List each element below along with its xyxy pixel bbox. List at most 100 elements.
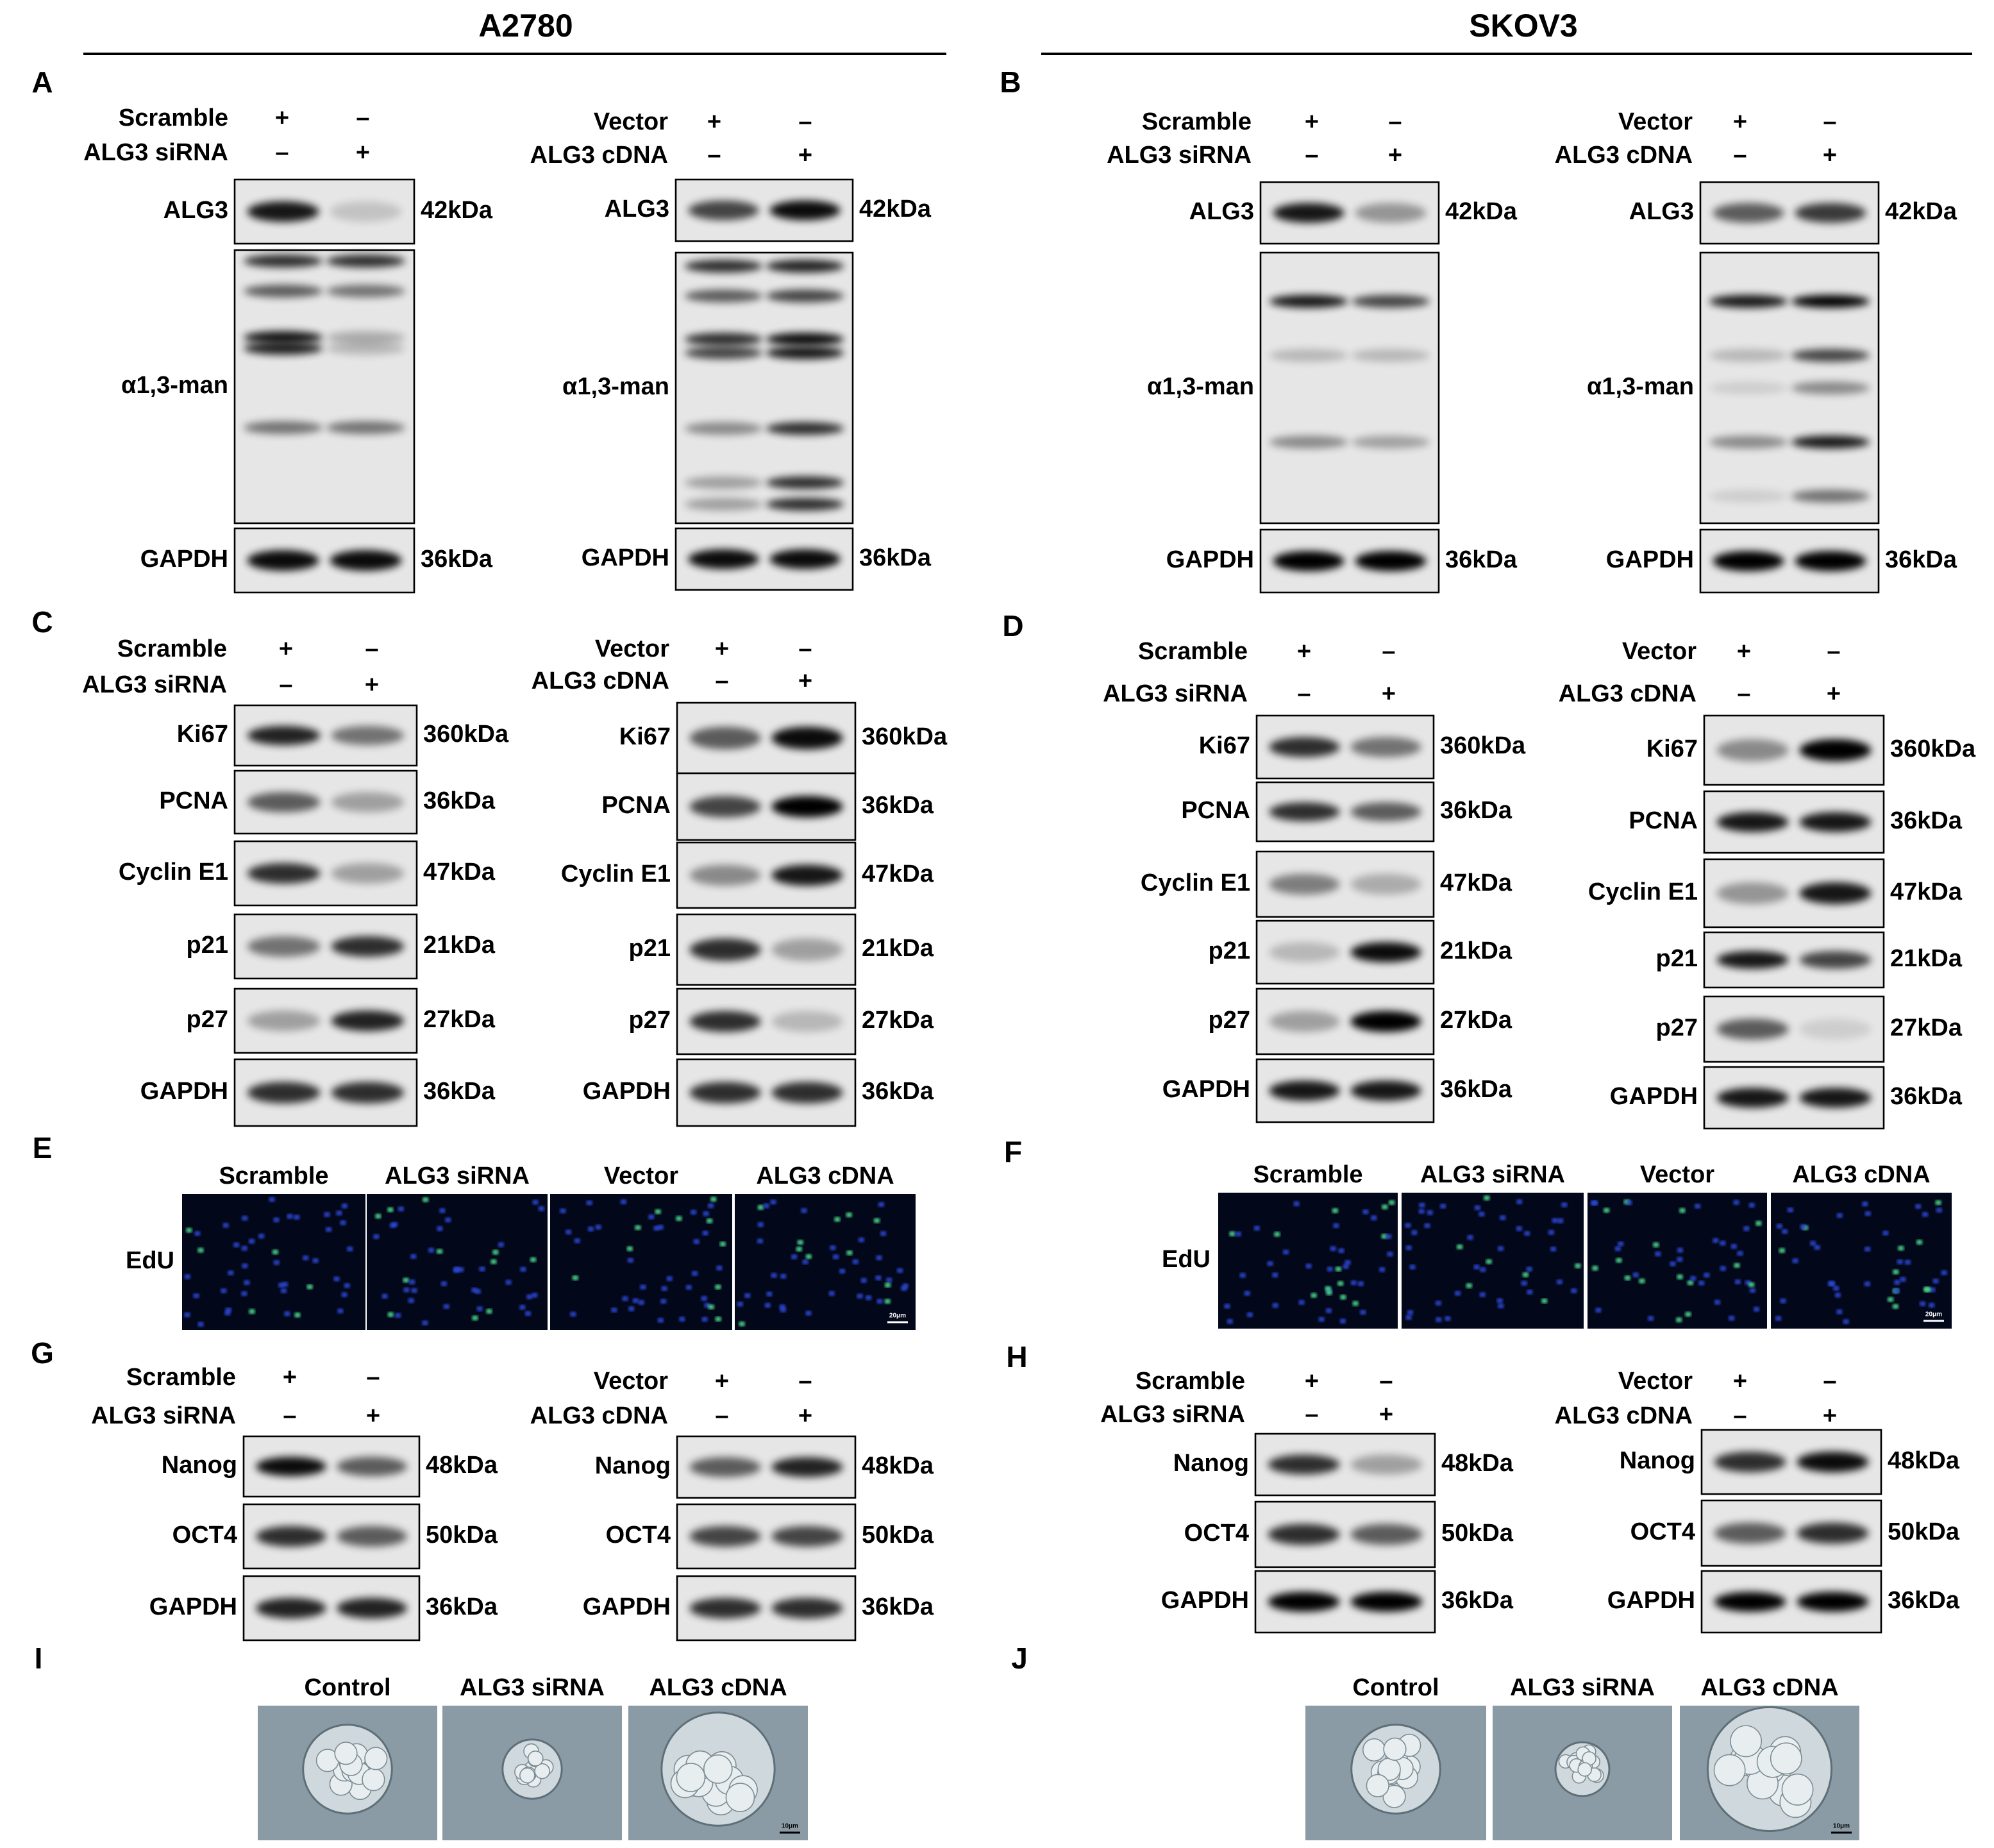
protein-label: OCT4: [172, 1522, 237, 1549]
cell-nucleus: [715, 1316, 722, 1322]
cell-nucleus: [1357, 1281, 1364, 1286]
band: [1799, 739, 1872, 762]
size-label: 42kDa: [1445, 198, 1518, 225]
size-label: 27kDa: [423, 1006, 496, 1033]
cell-nucleus: [273, 1217, 280, 1223]
band: [1350, 737, 1421, 757]
cell-nucleus: [1677, 1247, 1684, 1253]
cell-nucleus: [1244, 1291, 1251, 1297]
protein-label: PCNA: [1181, 797, 1250, 824]
band: [1714, 1522, 1786, 1544]
band: [326, 255, 405, 268]
cell-nucleus: [443, 1304, 450, 1309]
cell-nucleus: [1632, 1272, 1639, 1278]
cell-nucleus: [1239, 1272, 1246, 1278]
cell-nucleus: [1298, 1300, 1305, 1306]
cell-nucleus: [595, 1224, 602, 1230]
cell-nucleus: [690, 1209, 697, 1215]
size-label: 27kDa: [1890, 1014, 1963, 1041]
cell-nucleus: [197, 1322, 205, 1327]
cell-nucleus: [498, 1242, 505, 1248]
cell-nucleus: [333, 1276, 340, 1282]
cell-nucleus: [1800, 1224, 1807, 1230]
cell-nucleus: [1698, 1280, 1705, 1286]
band: [688, 549, 759, 569]
row-label: EdU: [126, 1247, 174, 1274]
sphere-cell: [1366, 1774, 1389, 1797]
cell-nucleus: [572, 1275, 579, 1281]
band: [1713, 551, 1784, 571]
size-label: 21kDa: [423, 932, 496, 959]
cell-nucleus: [519, 1304, 526, 1310]
cell-nucleus: [1273, 1231, 1280, 1237]
cell-nucleus: [1792, 1258, 1799, 1264]
cell-nucleus: [1916, 1239, 1923, 1245]
membrane-border: [233, 769, 418, 835]
band: [689, 1082, 761, 1104]
band: [1714, 1592, 1786, 1612]
cell-nucleus: [193, 1293, 200, 1298]
cell-nucleus: [530, 1257, 537, 1263]
protein-label: ALG3: [605, 196, 669, 223]
size-label: 48kDa: [862, 1452, 934, 1479]
cell-nucleus: [1466, 1283, 1473, 1289]
membrane-border: [233, 913, 418, 980]
cell-nucleus: [1743, 1225, 1750, 1231]
cell-nucleus: [1776, 1223, 1783, 1229]
cell-nucleus: [490, 1259, 497, 1264]
cell-nucleus: [1409, 1264, 1416, 1270]
cell-nucleus: [471, 1315, 478, 1321]
cell-nucleus: [184, 1312, 191, 1318]
cell-nucleus: [1235, 1231, 1242, 1237]
cell-nucleus: [719, 1241, 726, 1247]
condition-sign: –: [798, 635, 812, 662]
cell-nucleus: [610, 1307, 617, 1313]
cell-nucleus: [519, 1266, 526, 1272]
protein-label: GAPDH: [1606, 546, 1694, 573]
band: [1791, 294, 1870, 308]
band: [1351, 435, 1430, 449]
size-label: 36kDa: [1885, 546, 1957, 573]
band: [1799, 1088, 1872, 1108]
condition-sign: +: [715, 1368, 729, 1395]
band: [684, 260, 763, 273]
cell-nucleus: [422, 1197, 429, 1202]
band: [1350, 802, 1421, 821]
band: [1269, 942, 1340, 962]
cell-nucleus: [1669, 1261, 1676, 1266]
cell-nucleus: [1352, 1300, 1359, 1306]
cell-nucleus: [1936, 1207, 1943, 1213]
protein-label: ALG3: [1629, 198, 1694, 225]
cell-nucleus: [757, 1238, 764, 1244]
size-label: 36kDa: [862, 1593, 934, 1620]
cell-nucleus: [1615, 1257, 1622, 1263]
image-label: ALG3 cDNA: [1700, 1674, 1838, 1701]
cell-nucleus: [1370, 1215, 1377, 1221]
cell-nucleus: [1919, 1301, 1926, 1307]
cell-nucleus: [341, 1292, 348, 1298]
cell-nucleus: [1787, 1207, 1794, 1213]
band: [247, 1011, 321, 1031]
panel-letter: E: [33, 1131, 53, 1164]
condition-sign: –: [715, 1402, 728, 1429]
membrane-border: [1255, 920, 1435, 985]
cell-nucleus: [240, 1291, 247, 1297]
cell-nucleus: [1899, 1277, 1906, 1282]
band: [337, 1456, 407, 1477]
protein-label: Ki67: [619, 723, 671, 750]
cell-nucleus: [324, 1212, 331, 1218]
cell-nucleus: [184, 1273, 191, 1279]
cell-nucleus: [701, 1295, 708, 1301]
cell-nucleus: [421, 1320, 428, 1326]
condition-label: ALG3 siRNA: [91, 1402, 236, 1429]
band: [1351, 349, 1430, 362]
band: [256, 1598, 326, 1618]
cell-nucleus: [860, 1277, 867, 1283]
protein-label: α1,3-man: [562, 373, 669, 400]
cell-nucleus: [1311, 1293, 1318, 1298]
band: [1791, 349, 1870, 362]
cell-nucleus: [865, 1295, 872, 1300]
band: [689, 1011, 761, 1032]
panel-letter: F: [1004, 1135, 1022, 1168]
cell-nucleus: [373, 1234, 380, 1239]
